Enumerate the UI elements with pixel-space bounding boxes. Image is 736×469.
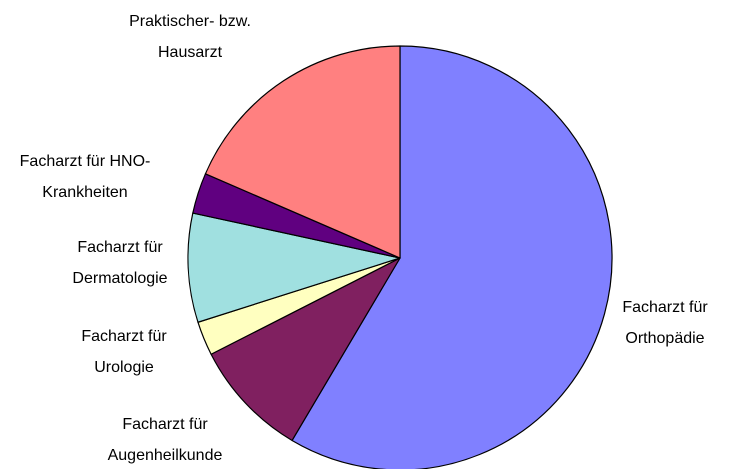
slice-label: Facharzt für HNO- [20, 153, 151, 170]
slice-label: Orthopädie [625, 330, 704, 347]
slice-label: Facharzt für [81, 328, 167, 345]
pie-slice [210, 257, 401, 442]
pie-slice [291, 45, 613, 469]
slice-label: Facharzt für [122, 416, 208, 433]
slice-label: Facharzt für [77, 239, 163, 256]
slice-label: Urologie [94, 359, 154, 376]
slice-label: Praktischer- bzw. [129, 13, 251, 30]
slice-label: Krankheiten [42, 184, 127, 201]
pie-slice [187, 212, 401, 323]
slice-label: Augenheilkunde [108, 447, 223, 464]
slice-label: Dermatologie [72, 270, 167, 287]
slice-label: Facharzt für [622, 299, 708, 316]
slice-label: Hausarzt [158, 44, 223, 61]
pie-slice [204, 45, 401, 259]
